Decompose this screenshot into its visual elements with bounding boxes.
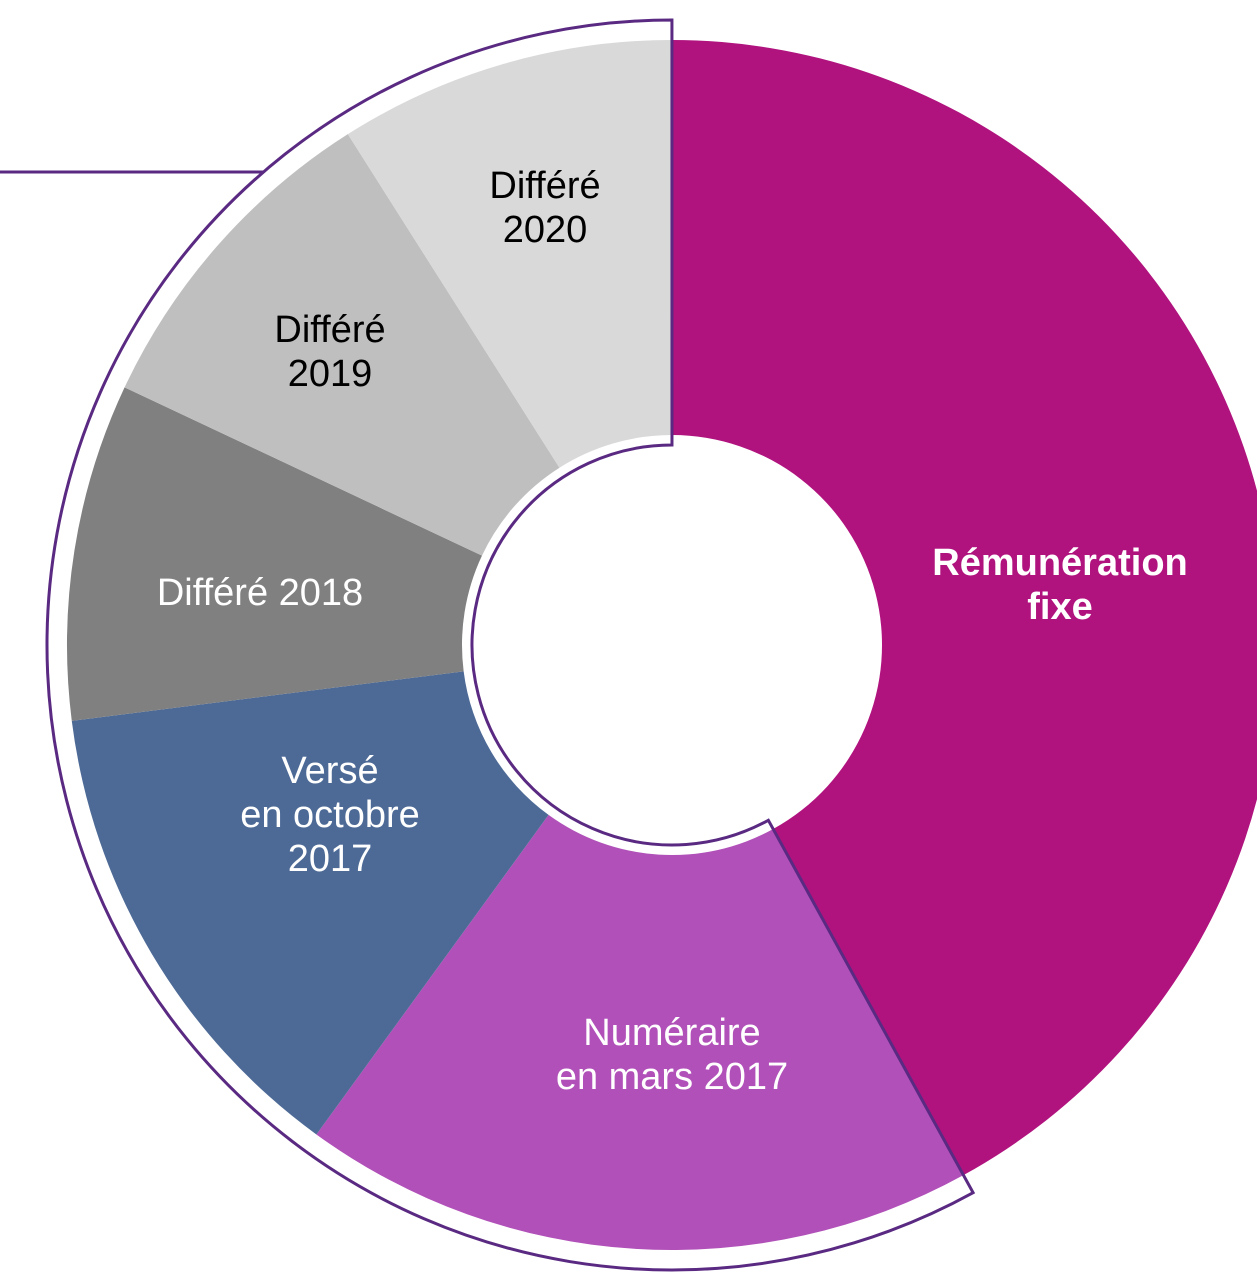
slice bbox=[66, 387, 482, 721]
slice bbox=[71, 671, 549, 1135]
slice bbox=[316, 814, 964, 1251]
slice-label: Versé en octobre 2017 bbox=[240, 750, 420, 880]
slice bbox=[124, 134, 560, 556]
slice bbox=[672, 40, 1257, 1176]
slice-label: Rémunération fixe bbox=[932, 542, 1188, 628]
slice-label: Différé 2018 bbox=[156, 572, 364, 614]
slice-label: Différé 2020 bbox=[489, 165, 601, 251]
slice-label: Numéraire en mars 2017 bbox=[555, 1012, 789, 1098]
slice-label: Différé 2019 bbox=[274, 309, 386, 395]
slice bbox=[347, 40, 672, 468]
group-outline bbox=[45, 18, 976, 1272]
